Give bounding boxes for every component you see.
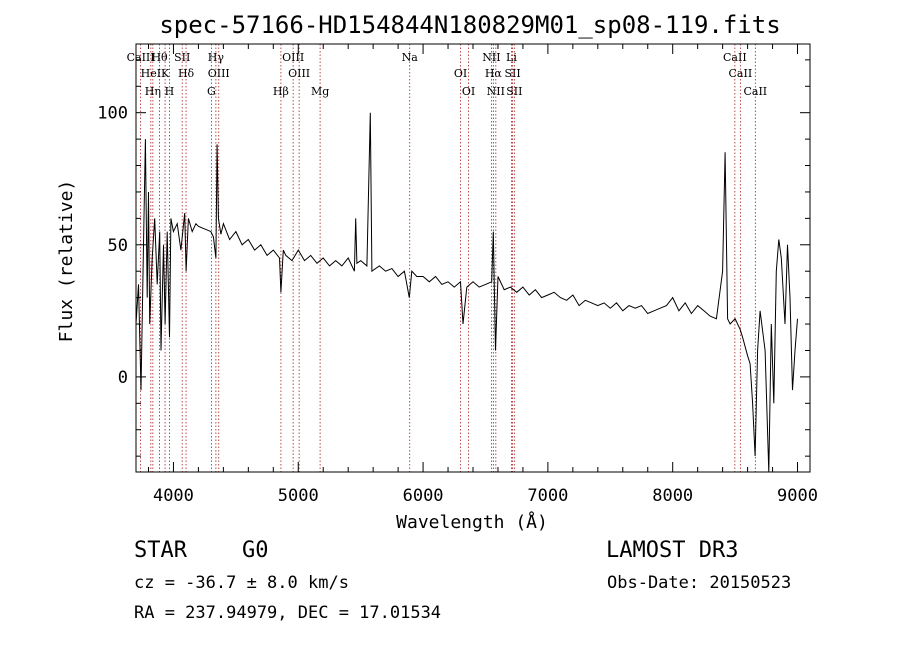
survey-name: LAMOST DR3: [606, 538, 739, 563]
line-marker-label: HeI: [141, 67, 161, 80]
x-tick-label: 8000: [652, 486, 693, 506]
plot-frame: [135, 43, 811, 473]
line-marker-label: G: [207, 85, 216, 98]
line-marker-label: H: [165, 85, 175, 98]
line-marker-label: OIII: [208, 67, 230, 80]
x-axis: 4000 5000 6000 7000 8000 9000: [147, 44, 818, 506]
line-marker-label: OIII: [288, 67, 310, 80]
redshift-info: cz = -36.7 ± 8.0 km/s: [134, 573, 349, 593]
chart-title: spec-57166-HD154844N180829M01_sp08-119.f…: [159, 11, 780, 39]
x-tick-label: 7000: [527, 486, 568, 506]
y-tick-label: 0: [118, 368, 128, 388]
line-marker-label: OI: [462, 85, 475, 98]
line-marker-label: Hδ: [178, 67, 195, 80]
line-marker-label: Hβ: [273, 85, 289, 98]
line-marker-label: CaII: [729, 67, 753, 80]
line-marker-label: K: [161, 67, 170, 80]
x-axis-label: Wavelength (Å): [396, 511, 548, 533]
line-marker-label: Hη: [145, 85, 161, 98]
coordinates: RA = 237.94979, DEC = 17.01534: [134, 603, 442, 623]
y-axis-label: Flux (relative): [56, 180, 77, 343]
line-markers: [140, 44, 756, 472]
line-marker-label: SII: [174, 51, 190, 64]
line-marker-label: Hγ: [208, 51, 225, 64]
line-marker-label: SII: [504, 67, 520, 80]
line-marker-labels: CaIIIHeIHηHθKHSIIHδGHγOIIIHβOIIIOIIIMgNa…: [127, 51, 768, 98]
line-marker-label: Na: [402, 51, 419, 64]
line-marker-label: Hα: [485, 67, 503, 80]
line-marker-label: CaII: [723, 51, 747, 64]
line-marker-label: OIII: [282, 51, 304, 64]
line-marker-label: Hθ: [151, 51, 168, 64]
object-subclass: G0: [242, 538, 269, 563]
line-marker-label: SII: [506, 85, 522, 98]
line-marker-label: OI: [454, 67, 467, 80]
spectrum-chart: spec-57166-HD154844N180829M01_sp08-119.f…: [56, 11, 818, 533]
y-axis: 0 50 100: [97, 59, 810, 457]
line-marker-label: NII: [482, 51, 500, 64]
x-tick-label: 5000: [278, 486, 319, 506]
line-marker-label: NII: [487, 85, 505, 98]
line-marker-label: CaII: [743, 85, 767, 98]
object-class: STAR: [134, 538, 187, 563]
observation-date: Obs-Date: 20150523: [607, 573, 792, 593]
line-marker-label: CaIII: [127, 51, 155, 64]
y-tick-label: 100: [97, 104, 128, 124]
y-tick-label: 50: [108, 236, 128, 256]
spectrum-line: [135, 112, 798, 473]
line-marker-label: Li: [506, 51, 517, 64]
x-tick-label: 9000: [777, 486, 818, 506]
line-marker-label: Mg: [311, 85, 329, 98]
x-tick-label: 4000: [153, 486, 194, 506]
x-tick-label: 6000: [403, 486, 444, 506]
